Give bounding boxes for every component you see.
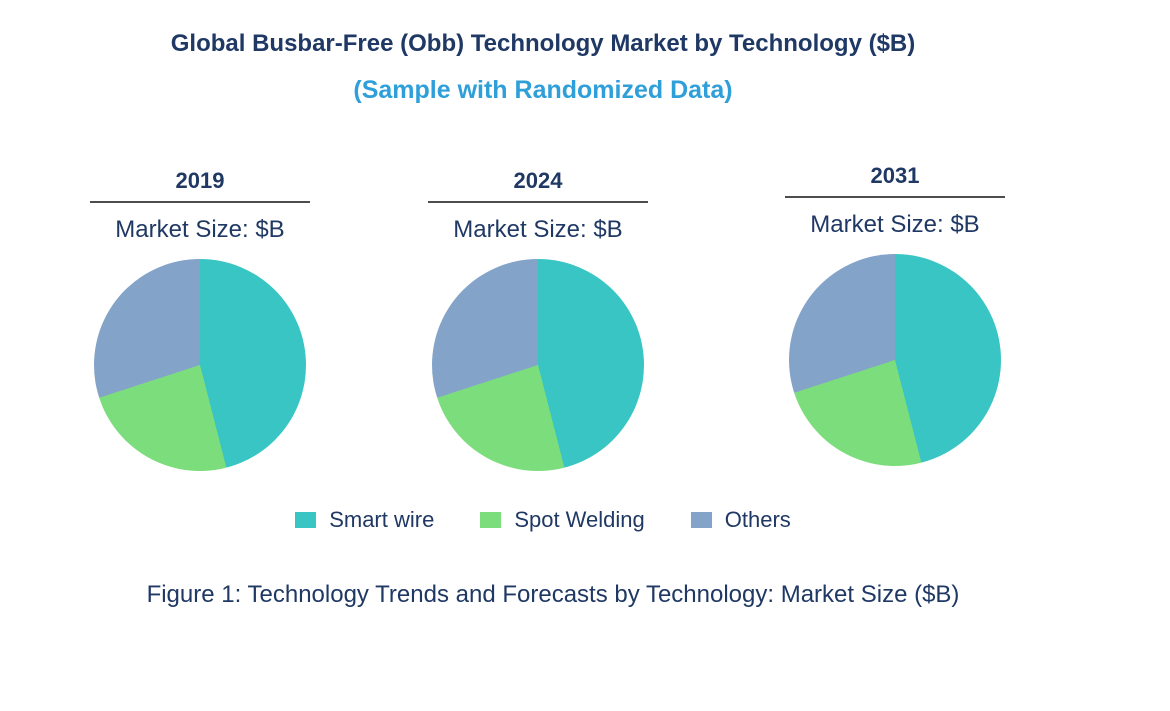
legend: Smart wire Spot Welding Others <box>0 507 1086 533</box>
market-size-label-2031: Market Size: $B <box>810 211 980 238</box>
legend-swatch-smart-wire <box>295 512 317 528</box>
year-label-2019: 2019 <box>90 168 310 203</box>
chart-column-2019: 2019 Market Size: $B <box>90 168 310 471</box>
pie-chart-2019 <box>94 259 306 471</box>
legend-label-others: Others <box>724 507 791 532</box>
chart-column-2031: 2031 Market Size: $B <box>785 163 1005 466</box>
year-label-2031: 2031 <box>785 163 1005 198</box>
legend-swatch-spot-welding <box>480 512 502 528</box>
year-label-2024: 2024 <box>428 168 648 203</box>
legend-label-spot-welding: Spot Welding <box>514 507 645 532</box>
figure-caption: Figure 1: Technology Trends and Forecast… <box>146 581 960 608</box>
legend-label-smart-wire: Smart wire <box>329 507 435 532</box>
market-size-label-2024: Market Size: $B <box>453 216 623 243</box>
page-title: Global Busbar-Free (Obb) Technology Mark… <box>170 30 916 57</box>
chart-column-2024: 2024 Market Size: $B <box>428 168 648 471</box>
legend-item-spot-welding: Spot Welding <box>480 507 645 533</box>
legend-swatch-others <box>690 512 712 528</box>
page-subtitle: (Sample with Randomized Data) <box>353 76 733 104</box>
legend-item-others: Others <box>690 507 791 533</box>
market-size-label-2019: Market Size: $B <box>115 216 285 243</box>
pie-chart-2024 <box>432 259 644 471</box>
pie-chart-2031 <box>789 254 1001 466</box>
legend-item-smart-wire: Smart wire <box>295 507 434 533</box>
